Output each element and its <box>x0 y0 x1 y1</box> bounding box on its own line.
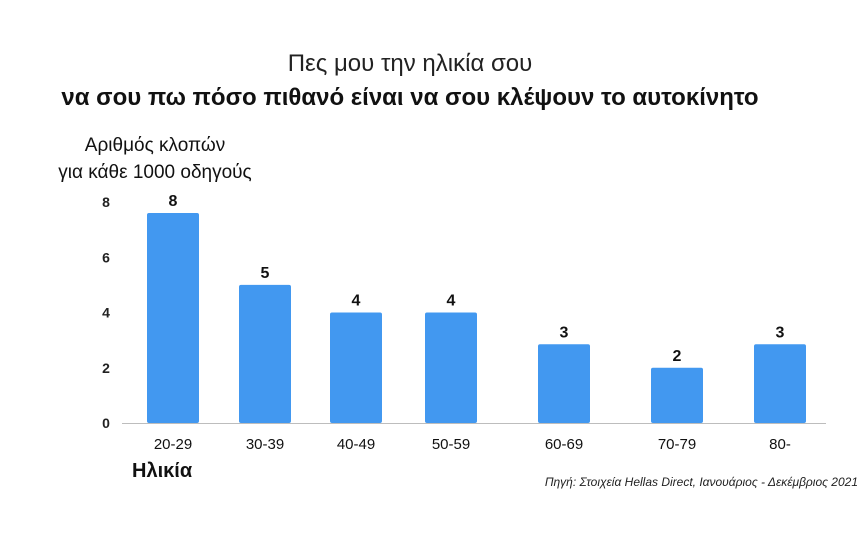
x-tick-label: 60-69 <box>545 436 583 453</box>
bar-50-59 <box>425 312 477 423</box>
y-tick-label: 4 <box>102 305 110 321</box>
y-axis-label-line-2: για κάθε 1000 οδηγούς <box>58 162 252 183</box>
x-tick-label: 30-39 <box>246 436 284 453</box>
y-tick-label: 8 <box>102 194 110 210</box>
x-tick-label: 50-59 <box>432 436 470 453</box>
bar-40-49 <box>330 312 382 423</box>
chart-title: Πες μου την ηλικία σου <box>287 50 533 77</box>
data-label: 4 <box>352 293 361 310</box>
bar-20-29 <box>147 213 199 423</box>
x-tick-label: 70-79 <box>658 436 696 453</box>
y-tick-label: 2 <box>102 360 110 376</box>
x-tick-label: 20-29 <box>154 436 192 453</box>
y-axis-label-line-1: Αριθμός κλοπών <box>84 135 226 156</box>
bar-80- <box>754 344 806 423</box>
data-label: 3 <box>776 324 785 341</box>
x-axis-label: Ηλικία <box>132 460 193 482</box>
data-label: 8 <box>169 193 178 210</box>
data-label: 2 <box>673 348 682 365</box>
chart-subtitle: να σου πω πόσο πιθανό είναι να σου κλέψο… <box>61 84 759 111</box>
bar-60-69 <box>538 344 590 423</box>
y-tick-label: 0 <box>102 415 110 431</box>
data-label: 4 <box>447 293 456 310</box>
bar-70-79 <box>651 367 703 423</box>
y-axis-label: Αριθμός κλοπών για κάθε 1000 οδηγούς <box>30 132 280 186</box>
data-label: 5 <box>261 265 270 282</box>
data-label: 3 <box>560 324 569 341</box>
x-tick-label: 80- <box>769 436 791 453</box>
x-tick-label: 40-49 <box>337 436 375 453</box>
bar-30-39 <box>239 284 291 423</box>
source-note: Πηγή: Στοιχεία Hellas Direct, Ιανουάριος… <box>544 475 858 489</box>
y-tick-label: 6 <box>102 249 110 265</box>
